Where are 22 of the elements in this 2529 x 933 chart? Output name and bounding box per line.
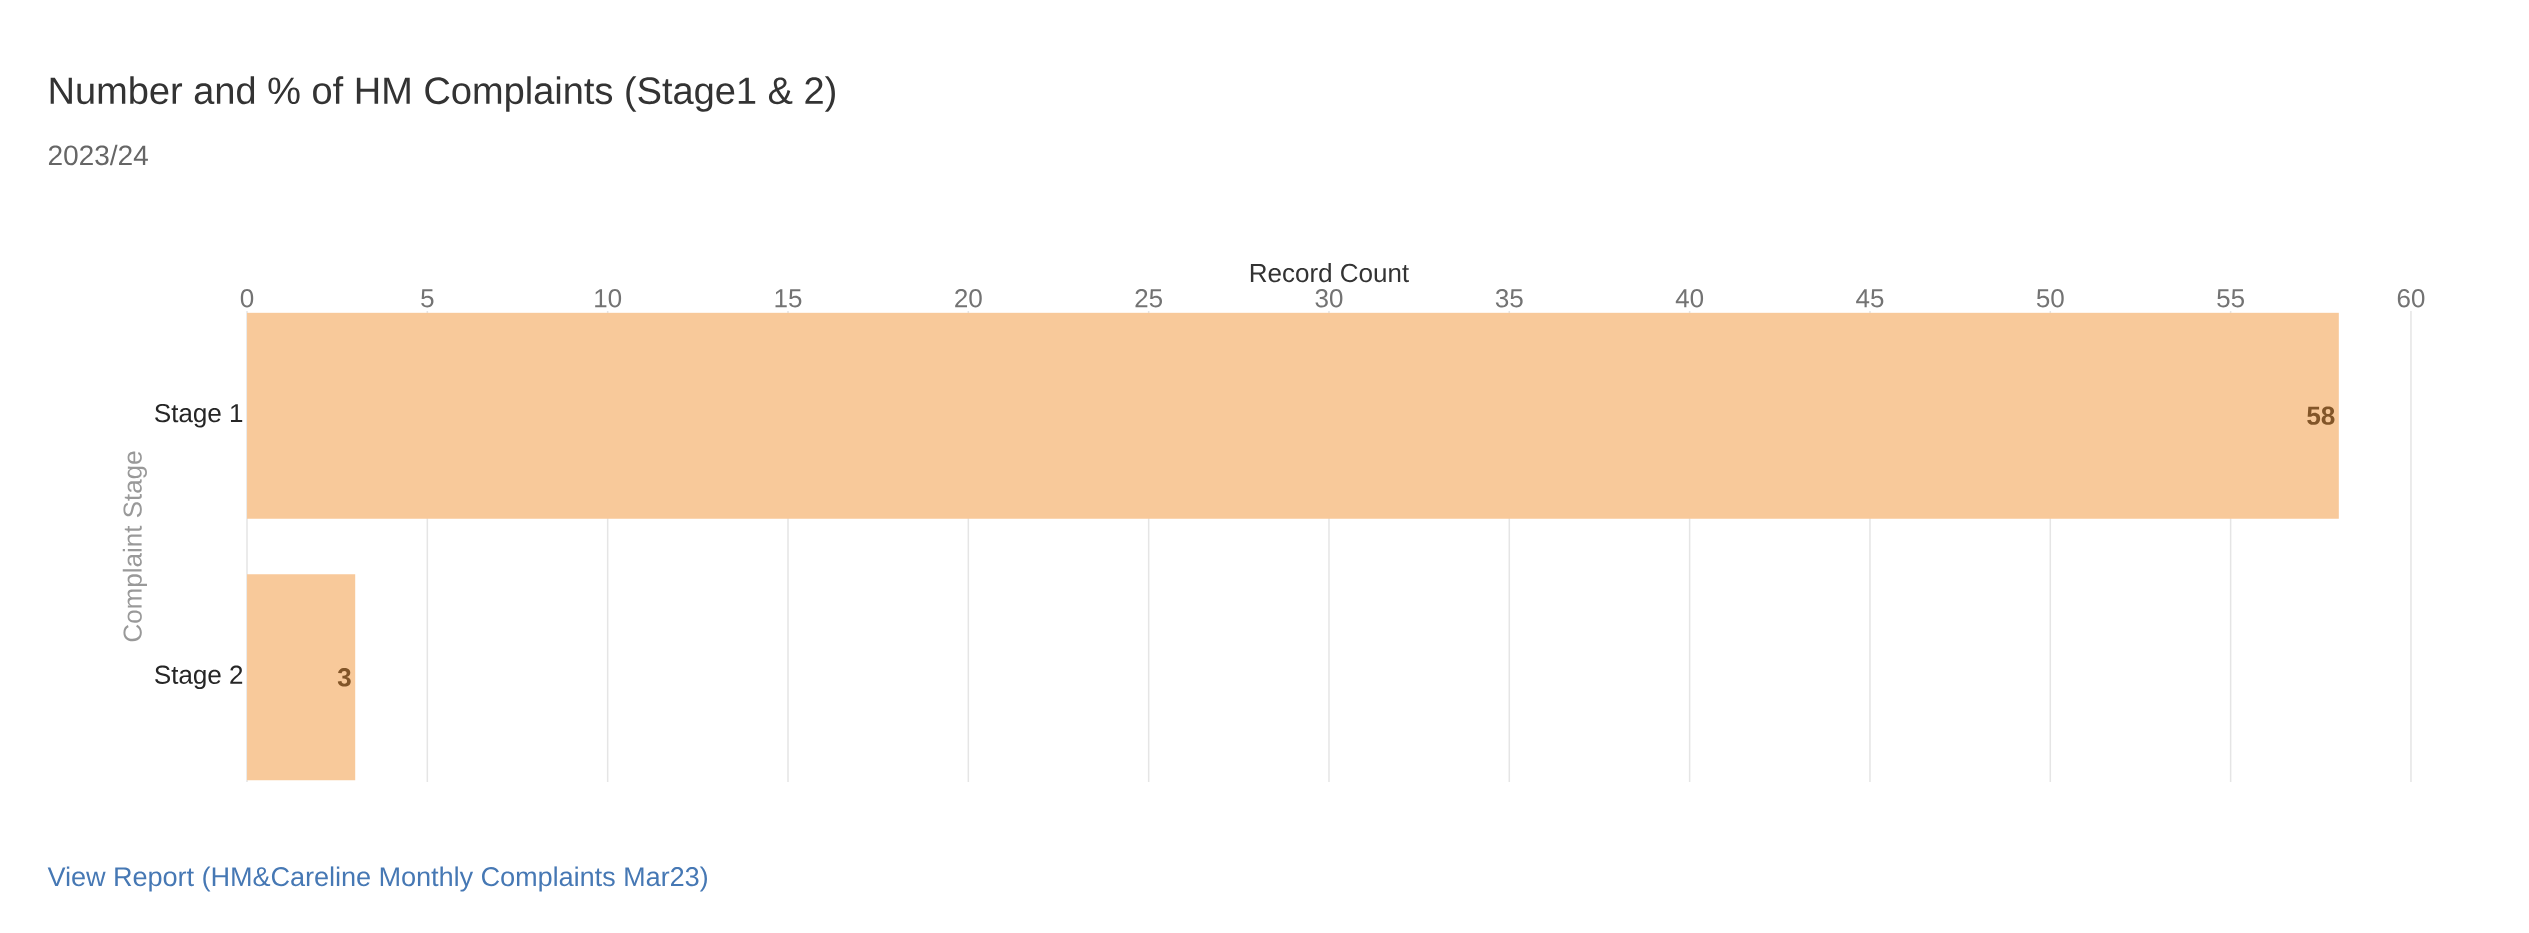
y-tick-label: Stage 1 [155,403,243,428]
text: View Report (HM&Careline Monthly Complaints Mar23) [47,866,707,892]
y-tick-label: Stage 2 [155,665,243,690]
x-tick-label: 55 [2217,289,2244,308]
x-axis-title: Record Count [1250,263,1409,283]
chart-subtitle: 2023/24 [48,144,148,166]
x-tick-label: 5 [421,289,434,308]
x-tick-label: 45 [1856,289,1884,308]
y-axis-title: Complaint Stage [122,451,147,642]
x-tick-label: 25 [1135,289,1163,308]
x-tick-label: 0 [240,289,254,308]
data-label: 58 [2307,406,2335,425]
x-tick-label: 50 [2036,289,2064,308]
x-tick-label: 40 [1675,289,1704,308]
x-tick-label: 15 [775,289,802,308]
x-tick-label: 30 [1315,289,1343,308]
x-tick-label: 35 [1495,289,1523,308]
x-tick-label: 60 [2397,289,2425,308]
x-tick-label: 20 [955,289,982,308]
x-tick-label: 10 [595,289,622,308]
chart-title: Number and % of HM Complaints (Stage1 & 2) [50,76,835,112]
data-label: 3 [337,668,351,687]
